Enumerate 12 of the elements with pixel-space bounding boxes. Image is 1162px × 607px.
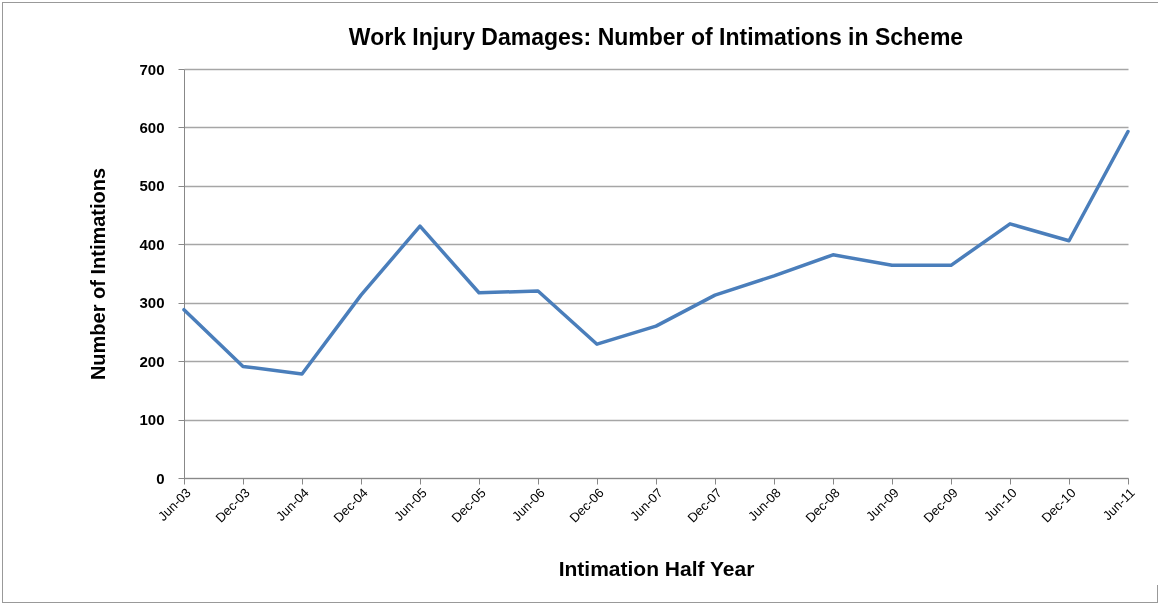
y-tick-label: 500 — [139, 177, 165, 195]
y-axis-title: Number of Intimations — [87, 167, 110, 381]
y-tick-label: 0 — [156, 469, 165, 487]
y-tick-label: 200 — [139, 352, 165, 370]
x-axis-title: Intimation Half Year — [558, 557, 755, 581]
y-tick-label: 600 — [139, 118, 165, 136]
chart-title: Work Injury Damages: Number of Intimations in Scheme — [348, 24, 964, 50]
y-tick-label: 100 — [139, 411, 165, 429]
y-tick-label: 700 — [139, 60, 165, 78]
y-tick-label: 300 — [139, 294, 165, 312]
y-tick-label: 400 — [139, 235, 165, 253]
line-series — [182, 129, 1130, 376]
